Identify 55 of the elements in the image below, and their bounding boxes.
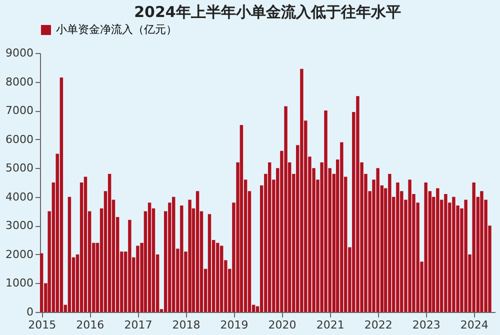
bar — [60, 77, 64, 312]
bar — [180, 206, 184, 312]
x-tick-label: 2023 — [412, 318, 440, 332]
bar — [172, 196, 176, 312]
bar — [444, 194, 448, 312]
y-tick-label: 8000 — [6, 75, 34, 88]
bar — [300, 68, 304, 312]
bar — [108, 174, 112, 312]
bar — [408, 180, 412, 312]
x-tick-label: 2019 — [220, 318, 248, 332]
y-tick-label: 2000 — [6, 248, 34, 261]
bar — [240, 124, 244, 312]
bar — [396, 182, 400, 312]
x-tick-label: 2022 — [364, 318, 392, 332]
bar — [136, 246, 140, 312]
bar — [356, 96, 360, 312]
bar — [188, 200, 192, 312]
bar — [436, 188, 440, 312]
x-tick-label: 2015 — [28, 318, 56, 332]
bar — [84, 176, 88, 312]
bar — [128, 220, 132, 312]
bar — [324, 110, 328, 312]
y-tick-label: 5000 — [6, 162, 34, 175]
y-tick-label: 0 — [26, 306, 34, 318]
x-tick-label: 2016 — [76, 318, 104, 332]
bar — [452, 196, 456, 312]
x-tick-label: 2018 — [172, 318, 200, 332]
bar — [220, 246, 224, 312]
bar — [268, 162, 272, 312]
y-tick-label: 9000 — [6, 46, 34, 60]
bar — [464, 200, 468, 312]
x-tick-label: 2021 — [316, 318, 344, 332]
x-tick-label: 2020 — [268, 318, 296, 332]
bar — [40, 253, 44, 312]
bar — [148, 202, 152, 312]
bar — [196, 191, 200, 312]
y-tick-label: 4000 — [6, 190, 34, 204]
bar — [216, 242, 220, 312]
chart-title: 2024年上半年小单金流入低于往年水平 — [134, 3, 401, 21]
bar — [208, 214, 212, 312]
x-tick-label: 2024 — [460, 318, 488, 332]
y-tick-label: 1000 — [6, 276, 34, 290]
bar — [424, 182, 428, 312]
bar — [472, 182, 476, 312]
bar — [68, 196, 72, 312]
bar — [340, 142, 344, 312]
legend-label: 小单资金净流入（亿元） — [56, 23, 177, 36]
bar — [376, 168, 380, 312]
bar — [284, 106, 288, 312]
y-tick-label: 3000 — [6, 219, 34, 232]
bar — [480, 191, 484, 312]
bar — [388, 174, 392, 312]
y-tick-label: 7000 — [6, 104, 34, 118]
y-tick-label: 6000 — [6, 132, 34, 146]
x-tick-label: 2017 — [124, 318, 152, 332]
